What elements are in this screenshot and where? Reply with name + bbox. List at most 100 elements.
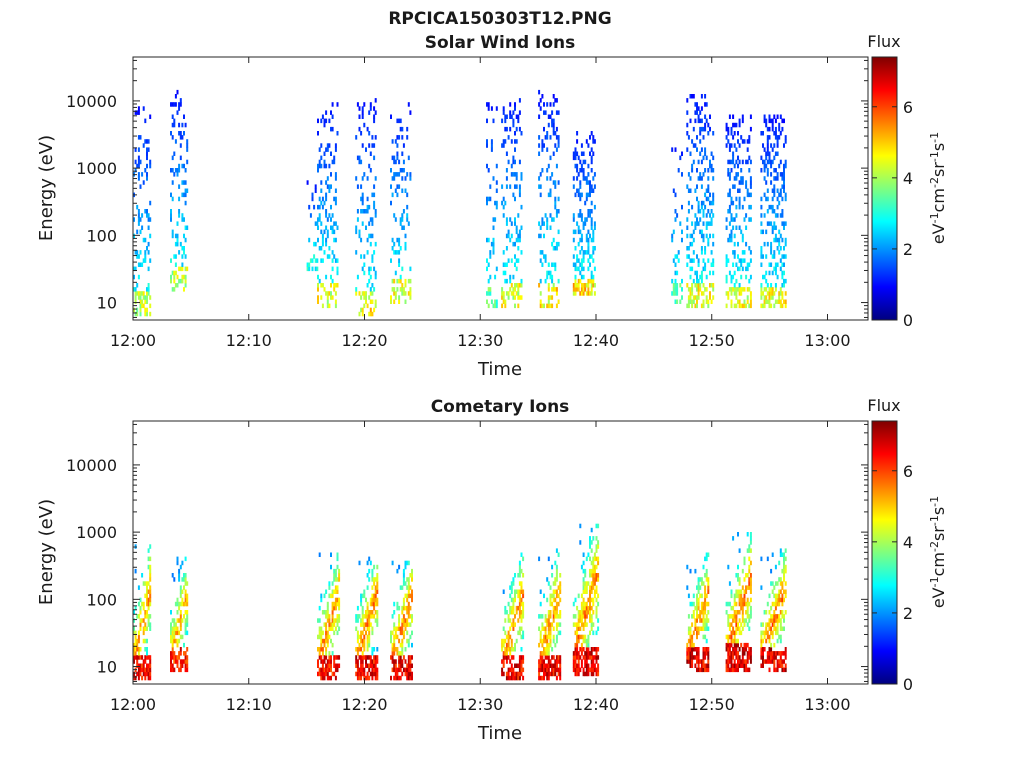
heatmap-cell (336, 102, 339, 107)
heatmap-cell (728, 237, 731, 243)
heatmap-cell (492, 303, 495, 309)
heatmap-cell (369, 659, 372, 664)
heatmap-cell (692, 295, 695, 300)
heatmap-cell (144, 295, 147, 300)
heatmap-cell (401, 630, 404, 636)
heatmap-cell (173, 118, 176, 124)
heatmap-cell (330, 622, 332, 627)
heatmap-cell (551, 122, 554, 128)
heatmap-cell (552, 589, 555, 594)
heatmap-cell (366, 585, 369, 590)
heatmap-cell (743, 647, 746, 652)
heatmap-cell (328, 581, 331, 586)
heatmap-cell (373, 577, 376, 582)
heatmap-cell (576, 622, 579, 627)
heatmap-cell (557, 135, 560, 140)
heatmap-cell (323, 159, 326, 165)
heatmap-cell (576, 176, 579, 181)
heatmap-cell (309, 258, 312, 263)
heatmap-cell (323, 118, 326, 124)
heatmap-cell (149, 159, 152, 165)
heatmap-cell (369, 601, 372, 607)
heatmap-cell (770, 618, 773, 623)
heatmap-cell (735, 647, 738, 652)
heatmap-cell (514, 642, 516, 648)
heatmap-cell (783, 573, 785, 578)
heatmap-cell (697, 204, 700, 210)
heatmap-cell (336, 577, 339, 582)
heatmap-cell (749, 605, 752, 611)
heatmap-cell (518, 192, 521, 198)
heatmap-cell (501, 642, 504, 648)
heatmap-cell (183, 287, 185, 292)
heatmap-cell (687, 246, 690, 251)
heatmap-cell (694, 270, 697, 276)
colorbar-tick-label: 0 (903, 675, 913, 694)
heatmap-cell (745, 184, 748, 189)
heatmap-cell (743, 303, 746, 309)
heatmap-cell (515, 671, 518, 677)
heatmap-cell (697, 159, 700, 165)
heatmap-cell (520, 278, 523, 284)
heatmap-cell (320, 283, 323, 288)
x-tick-label: 12:20 (341, 331, 387, 350)
heatmap-cell (334, 585, 337, 590)
heatmap-cell (590, 671, 593, 677)
heatmap-cell (520, 667, 523, 673)
heatmap-cell (773, 610, 776, 615)
heatmap-cell (401, 266, 404, 272)
heatmap-cell (554, 143, 557, 148)
heatmap-cell (725, 634, 728, 640)
heatmap-cell (710, 299, 713, 304)
heatmap-cell (589, 614, 591, 619)
heatmap-cell (743, 667, 746, 673)
heatmap-cell (134, 605, 137, 611)
heatmap-cell (551, 217, 554, 222)
heatmap-cell (590, 667, 593, 673)
heatmap-cell (725, 278, 728, 284)
heatmap-cell (779, 581, 782, 586)
heatmap-cell (737, 241, 739, 247)
heatmap-cell (554, 610, 557, 615)
heatmap-cell (173, 254, 176, 259)
heatmap-cell (704, 287, 707, 292)
heatmap-cell (323, 287, 326, 292)
heatmap-cell (779, 651, 782, 656)
heatmap-cell (518, 614, 521, 619)
heatmap-cell (149, 663, 152, 668)
heatmap-cell (333, 254, 336, 259)
heatmap-cell (763, 147, 766, 152)
heatmap-cell (597, 618, 600, 623)
heatmap-cell (360, 634, 363, 640)
heatmap-cell (700, 601, 703, 607)
heatmap-cell (149, 217, 152, 222)
heatmap-cell (515, 229, 518, 235)
heatmap-cell (687, 254, 690, 259)
heatmap-cell (320, 597, 323, 603)
heatmap-cell (543, 102, 545, 107)
heatmap-cell (691, 241, 694, 247)
heatmap-cell (181, 135, 184, 140)
heatmap-cell (557, 622, 560, 627)
heatmap-cell (547, 295, 550, 300)
heatmap-cell (704, 262, 707, 267)
heatmap-cell (510, 638, 513, 644)
heatmap-cell (700, 106, 703, 111)
heatmap-cell (592, 585, 595, 590)
heatmap-cell (741, 159, 744, 165)
heatmap-cell (490, 147, 493, 152)
heatmap-cell (783, 626, 785, 631)
heatmap-cell (760, 291, 763, 296)
heatmap-cell (183, 601, 185, 607)
heatmap-cell (376, 601, 379, 607)
heatmap-cell (334, 618, 337, 623)
heatmap-cell (694, 110, 697, 115)
heatmap-cell (147, 614, 150, 619)
heatmap-cell (174, 630, 177, 636)
heatmap-cell (317, 131, 319, 136)
heatmap-cell (760, 250, 763, 255)
heatmap-cell (577, 172, 580, 177)
heatmap-cell (394, 291, 397, 296)
colorbar-title-solar-wind: Flux (867, 32, 900, 51)
heatmap-cell (766, 139, 769, 144)
